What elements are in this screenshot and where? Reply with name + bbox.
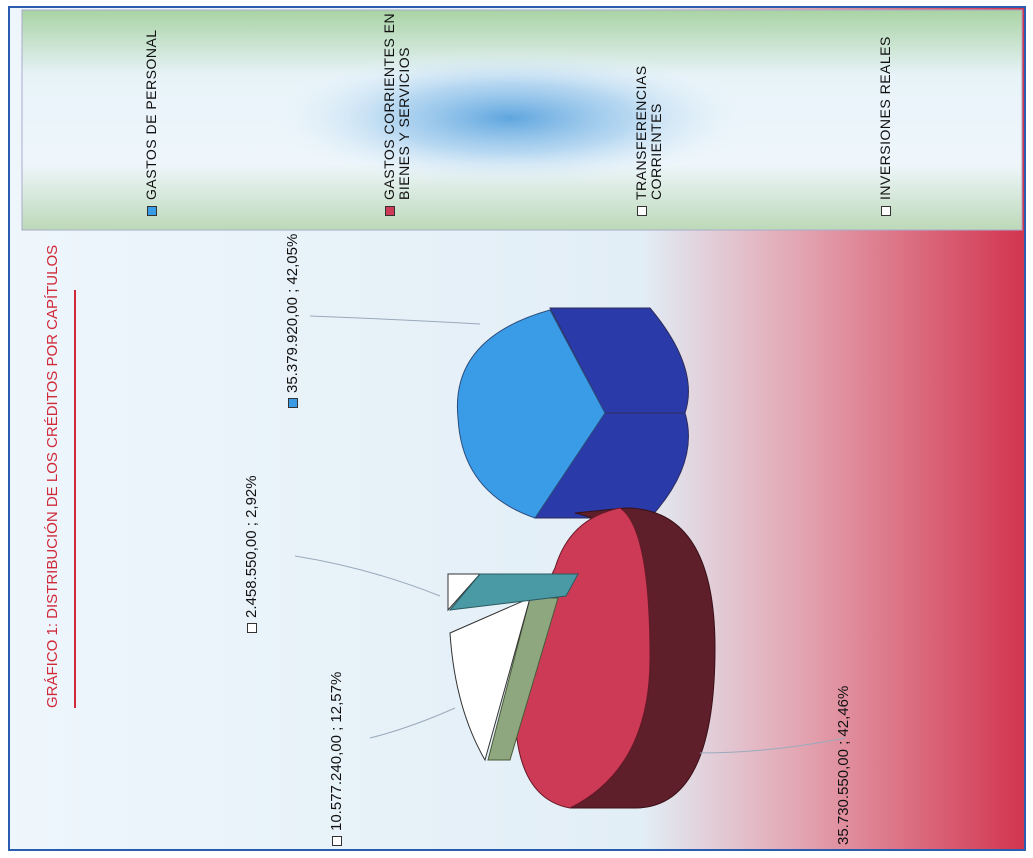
slice-inversiones-reales [447, 573, 579, 612]
leader-lines [294, 315, 846, 754]
data-label-swatch [331, 836, 342, 846]
data-label: 35.730.550,00 ; 42,46% [835, 685, 852, 851]
legend-entry: TRANSFERENCIAS CORRIENTES [633, 10, 664, 216]
data-label-text: 35.379.920,00 ; 42,05% [284, 233, 301, 393]
legend-label: GASTOS CORRIENTES EN BIENES Y SERVICIOS [381, 12, 412, 200]
data-label-text: 10.577.240,00 ; 12,57% [328, 671, 345, 831]
leader-line [699, 737, 846, 754]
leader-line [369, 707, 456, 739]
data-label: 2.458.550,00 ; 2,92% [243, 475, 260, 633]
data-label: 35.379.920,00 ; 42,05% [284, 234, 301, 408]
slice-transferencias-corrientes [449, 597, 559, 762]
legend-label: GASTOS DE PERSONAL [143, 29, 159, 200]
legend-swatch [385, 206, 395, 216]
legend-entry: INVERSIONES REALES [877, 10, 893, 216]
legend-label: INVERSIONES REALES [877, 36, 893, 200]
chart-canvas [10, 8, 1024, 849]
data-label-text: 2.458.550,00 ; 2,92% [243, 475, 260, 618]
data-label: 10.577.240,00 ; 12,57% [328, 672, 345, 846]
legend-label: TRANSFERENCIAS CORRIENTES [633, 65, 664, 200]
legend-entry: GASTOS DE PERSONAL [143, 10, 159, 216]
pie-slices [447, 307, 716, 809]
data-label-swatch [287, 398, 298, 408]
legend-background [21, 9, 1023, 231]
legend-swatch [881, 206, 891, 216]
legend-swatch [637, 206, 647, 216]
leader-line [294, 555, 441, 597]
legend-entry: GASTOS CORRIENTES EN BIENES Y SERVICIOS [381, 10, 412, 216]
legend-swatch [147, 206, 157, 216]
data-label-text: 35.730.550,00 ; 42,46% [835, 685, 852, 845]
leader-line [309, 315, 481, 325]
data-label-swatch [246, 623, 257, 633]
slice-gastos-de-personal [456, 307, 689, 519]
chart-title: GRÁFICO 1: DISTRIBUCIÓN DE LOS CRÉDITOS … [44, 244, 61, 708]
chart-frame: GRÁFICO 1: DISTRIBUCIÓN DE LOS CRÉDITOS … [8, 6, 1026, 851]
data-label-swatch [839, 850, 849, 851]
